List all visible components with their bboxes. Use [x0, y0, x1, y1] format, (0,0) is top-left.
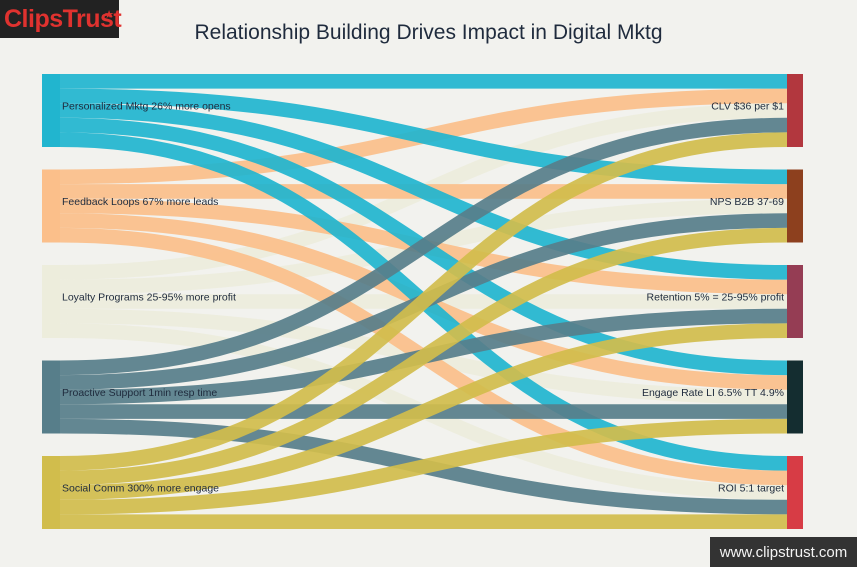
chart-title: Relationship Building Drives Impact in D…	[194, 21, 663, 44]
target-node-label: ROI 5:1 target	[718, 483, 784, 495]
target-node-label: Retention 5% = 25-95% profit	[647, 292, 785, 304]
source-node-label: Proactive Support 1min resp time	[62, 387, 217, 399]
target-node-label: Engage Rate LI 6.5% TT 4.9%	[642, 387, 784, 399]
sankey-link	[59, 117, 788, 376]
source-node	[42, 360, 60, 434]
sankey-link	[59, 88, 788, 185]
source-node-label: Loyalty Programs 25-95% more profit	[62, 292, 236, 304]
sankey-links	[59, 73, 788, 530]
target-node	[787, 456, 803, 529]
target-node	[787, 74, 803, 147]
source-node-label: Personalized Mktg 26% more opens	[62, 101, 231, 113]
sankey-link	[59, 132, 788, 471]
source-node	[42, 169, 60, 243]
sankey-nodes	[42, 74, 803, 529]
source-node	[42, 265, 60, 338]
source-node-label: Social Comm 300% more engage	[62, 483, 219, 495]
sankey-link	[59, 323, 788, 500]
source-node	[42, 456, 60, 529]
brand-name: ClipsTrust	[4, 4, 122, 33]
sankey-link	[59, 227, 788, 486]
target-node	[787, 169, 803, 243]
target-node	[787, 265, 803, 338]
source-node	[42, 74, 60, 147]
watermark-url: www.clipstrust.com	[710, 537, 857, 567]
target-node-label: CLV $36 per $1	[711, 101, 784, 113]
sankey-link	[59, 103, 788, 280]
target-node	[787, 360, 803, 434]
star-icon: ★	[104, 9, 114, 21]
sankey-labels: Personalized Mktg 26% more opens Feedback…	[62, 101, 784, 495]
source-node-label: Feedback Loops 67% more leads	[62, 196, 218, 208]
brand-logo: ClipsTrust ★	[0, 0, 122, 38]
target-node-label: NPS B2B 37-69	[710, 196, 784, 208]
sankey-link	[59, 418, 788, 515]
